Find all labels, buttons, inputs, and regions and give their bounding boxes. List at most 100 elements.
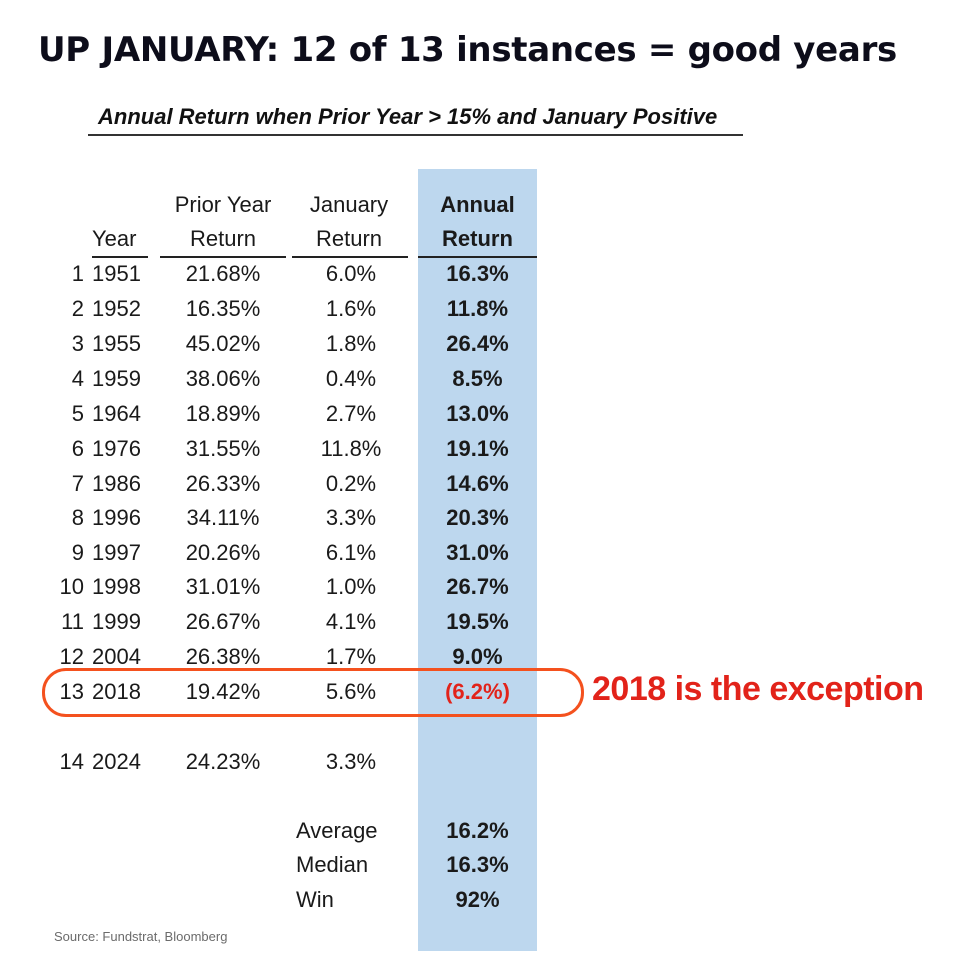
- row-january-return: 3.3%: [325, 505, 377, 530]
- exception-callout: 2018 is the exception: [592, 670, 924, 708]
- row-annual-return: 16.3%: [446, 261, 509, 286]
- row-january-return: 2.7%: [325, 401, 377, 426]
- row-annual-return: 8.5%: [452, 366, 503, 391]
- row-prior-year-return: 45.02%: [185, 331, 261, 356]
- row-january-return: 6.1%: [325, 540, 377, 565]
- headline: UP JANUARY: 12 of 13 instances = good ye…: [38, 30, 897, 70]
- row-year: 1997: [92, 540, 141, 565]
- row-index: 14: [59, 749, 84, 774]
- table-row: 5 1964 18.89% 2.7% 13.0%: [0, 396, 976, 431]
- row-index: 9: [71, 540, 84, 565]
- row-index: 8: [71, 505, 84, 530]
- header-january-line2: Return: [315, 226, 383, 251]
- row-year: 2024: [92, 749, 141, 774]
- header-prior-year-line2: Return: [189, 226, 257, 251]
- row-year: 2004: [92, 644, 141, 669]
- table-row: 3 1955 45.02% 1.8% 26.4%: [0, 326, 976, 361]
- row-annual-return: 26.4%: [446, 331, 509, 356]
- header-year: Year: [92, 226, 137, 251]
- row-year: 1996: [92, 505, 141, 530]
- stat-label: Win: [296, 887, 334, 912]
- exception-highlight-oval: [42, 668, 584, 717]
- row-annual-return: 13.0%: [446, 401, 509, 426]
- row-prior-year-return: 26.38%: [185, 644, 261, 669]
- table-row: 8 1996 34.11% 3.3% 20.3%: [0, 500, 976, 535]
- row-year: 1951: [92, 261, 141, 286]
- stat-value: 92%: [455, 887, 500, 912]
- row-january-return: 0.4%: [325, 366, 377, 391]
- row-index: 6: [71, 436, 84, 461]
- row-index: 3: [71, 331, 84, 356]
- row-prior-year-return: 18.89%: [185, 401, 261, 426]
- table-row: 10 1998 31.01% 1.0% 26.7%: [0, 569, 976, 604]
- row-prior-year-return: 31.01%: [185, 574, 261, 599]
- row-prior-year-return: 38.06%: [185, 366, 261, 391]
- source-note: Source: Fundstrat, Bloomberg: [54, 929, 228, 944]
- table-row: 6 1976 31.55% 11.8% 19.1%: [0, 431, 976, 466]
- row-january-return: 5.6%: [325, 679, 377, 704]
- annual-return-highlight-column: [418, 169, 537, 951]
- header-rule-year: [92, 256, 148, 258]
- row-year: 2018: [92, 679, 141, 704]
- table-subtitle: Annual Return when Prior Year > 15% and …: [98, 104, 718, 129]
- table-row: 12 2004 26.38% 1.7% 9.0%: [0, 639, 976, 674]
- row-prior-year-return: 19.42%: [185, 679, 261, 704]
- row-prior-year-return: 24.23%: [185, 749, 261, 774]
- header-annual-line2: Return: [442, 226, 513, 251]
- stat-label: Average: [296, 818, 378, 843]
- row-index: 7: [71, 471, 84, 496]
- stat-label: Median: [296, 852, 369, 877]
- row-annual-return: 19.1%: [446, 436, 509, 461]
- row-prior-year-return: 21.68%: [185, 261, 261, 286]
- header-annual-line1: Annual: [440, 192, 515, 217]
- row-year: 1952: [92, 296, 141, 321]
- table-row: 9 1997 20.26% 6.1% 31.0%: [0, 535, 976, 570]
- row-prior-year-return: 26.67%: [185, 609, 261, 634]
- stat-value: 16.2%: [446, 818, 509, 843]
- stat-value: 16.3%: [446, 852, 509, 877]
- row-year: 1959: [92, 366, 141, 391]
- row-january-return: 1.8%: [325, 331, 377, 356]
- row-year: 1998: [92, 574, 141, 599]
- table-row: 2 1952 16.35% 1.6% 11.8%: [0, 291, 976, 326]
- row-january-return: 1.7%: [325, 644, 377, 669]
- row-index: 1: [71, 261, 84, 286]
- row-index: 4: [71, 366, 84, 391]
- table-row: 7 1986 26.33% 0.2% 14.6%: [0, 466, 976, 501]
- header-prior-year-line1: Prior Year: [174, 192, 272, 217]
- row-january-return: 11.8%: [320, 436, 382, 461]
- row-annual-return: (6.2%): [445, 679, 510, 704]
- header-january-line1: January: [309, 192, 389, 217]
- row-year: 1976: [92, 436, 141, 461]
- row-annual-return: 11.8%: [446, 296, 509, 321]
- table-row: 4 1959 38.06% 0.4% 8.5%: [0, 361, 976, 396]
- header-rule-january: [292, 256, 408, 258]
- subtitle-underline: [88, 134, 743, 136]
- row-january-return: 0.2%: [325, 471, 377, 496]
- row-january-return: 1.6%: [325, 296, 377, 321]
- row-index: 11: [61, 609, 84, 634]
- row-january-return: 6.0%: [325, 261, 377, 286]
- table-row: 13 2018 19.42% 5.6% (6.2%): [0, 674, 976, 709]
- row-prior-year-return: 31.55%: [185, 436, 261, 461]
- row-index: 5: [71, 401, 84, 426]
- row-january-return: 4.1%: [325, 609, 377, 634]
- row-annual-return: 31.0%: [446, 540, 509, 565]
- header-rule-prior: [160, 256, 286, 258]
- header-rule-annual: [418, 256, 537, 258]
- row-january-return: 3.3%: [325, 749, 377, 774]
- row-january-return: 1.0%: [325, 574, 377, 599]
- row-prior-year-return: 26.33%: [185, 471, 261, 496]
- row-index: 12: [59, 644, 84, 669]
- row-year: 1999: [92, 609, 141, 634]
- table-row: 11 1999 26.67% 4.1% 19.5%: [0, 604, 976, 639]
- row-annual-return: 14.6%: [446, 471, 509, 496]
- row-annual-return: 19.5%: [446, 609, 509, 634]
- row-index: 2: [71, 296, 84, 321]
- table-row: 1 1951 21.68% 6.0% 16.3%: [0, 256, 976, 291]
- row-prior-year-return: 16.35%: [185, 296, 261, 321]
- row-year: 1955: [92, 331, 141, 356]
- row-annual-return: 20.3%: [446, 505, 509, 530]
- row-prior-year-return: 34.11%: [186, 505, 260, 530]
- table-row: 14 2024 24.23% 3.3%: [0, 744, 976, 779]
